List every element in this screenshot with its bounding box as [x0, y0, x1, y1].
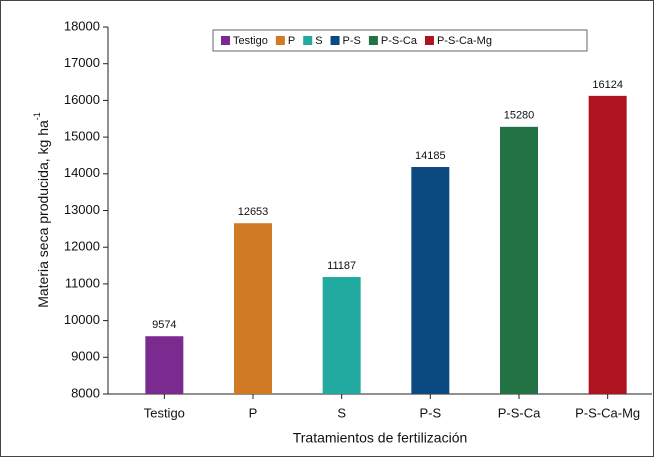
y-tick-label: 9000: [71, 349, 100, 364]
x-tick-label: P: [249, 405, 258, 420]
value-label: 15280: [504, 110, 535, 122]
legend-swatch: [221, 36, 230, 45]
x-axis-title: Tratamientos de fertilización: [293, 430, 468, 446]
legend-label: Testigo: [233, 35, 268, 47]
bar: [411, 167, 450, 394]
y-tick-label: 18000: [64, 18, 100, 33]
x-tick-label: S: [337, 405, 346, 420]
y-tick-label: 13000: [64, 202, 100, 217]
legend-label: P-S-Ca: [381, 35, 418, 47]
y-tick-label: 12000: [64, 239, 100, 254]
legend-swatch: [303, 36, 313, 45]
legend-swatch: [330, 36, 340, 45]
legend-swatch: [275, 36, 285, 45]
value-label: 11187: [327, 260, 356, 272]
bar: [234, 223, 272, 394]
y-tick-label: 15000: [64, 129, 100, 144]
legend-box: [212, 29, 588, 52]
x-tick-label: Testigo: [144, 405, 185, 420]
bar: [145, 336, 184, 394]
legend-swatch: [368, 36, 378, 45]
legend-label: P-S: [343, 35, 361, 47]
y-tick-label: 14000: [64, 165, 100, 180]
value-label: 14185: [415, 150, 446, 162]
y-axis-title: Materia seca producida, kg ha-1: [32, 112, 50, 308]
y-tick-label: 10000: [64, 312, 100, 327]
x-tick-label: P-S-Ca-Mg: [575, 405, 640, 420]
y-tick-label: 8000: [71, 385, 100, 400]
legend-label: P-S-Ca-Mg: [437, 35, 492, 47]
bar: [588, 95, 627, 395]
legend-label: S: [315, 35, 322, 47]
value-label: 9574: [152, 319, 176, 331]
y-tick-label: 16000: [64, 92, 100, 107]
legend-label: P: [288, 35, 295, 47]
bar: [322, 277, 361, 394]
legend-swatch: [424, 36, 434, 45]
x-tick-label: P-S: [419, 405, 441, 420]
y-axis-title-main: Materia seca producida, kg ha: [35, 120, 51, 308]
y-axis-title-sup: -1: [32, 112, 42, 120]
x-tick-label: P-S-Ca: [498, 405, 541, 420]
y-tick-label: 11000: [65, 275, 100, 290]
bar: [500, 126, 538, 394]
value-label: 16124: [592, 79, 623, 91]
value-label: 12653: [238, 206, 269, 218]
y-tick-label: 17000: [64, 55, 100, 70]
